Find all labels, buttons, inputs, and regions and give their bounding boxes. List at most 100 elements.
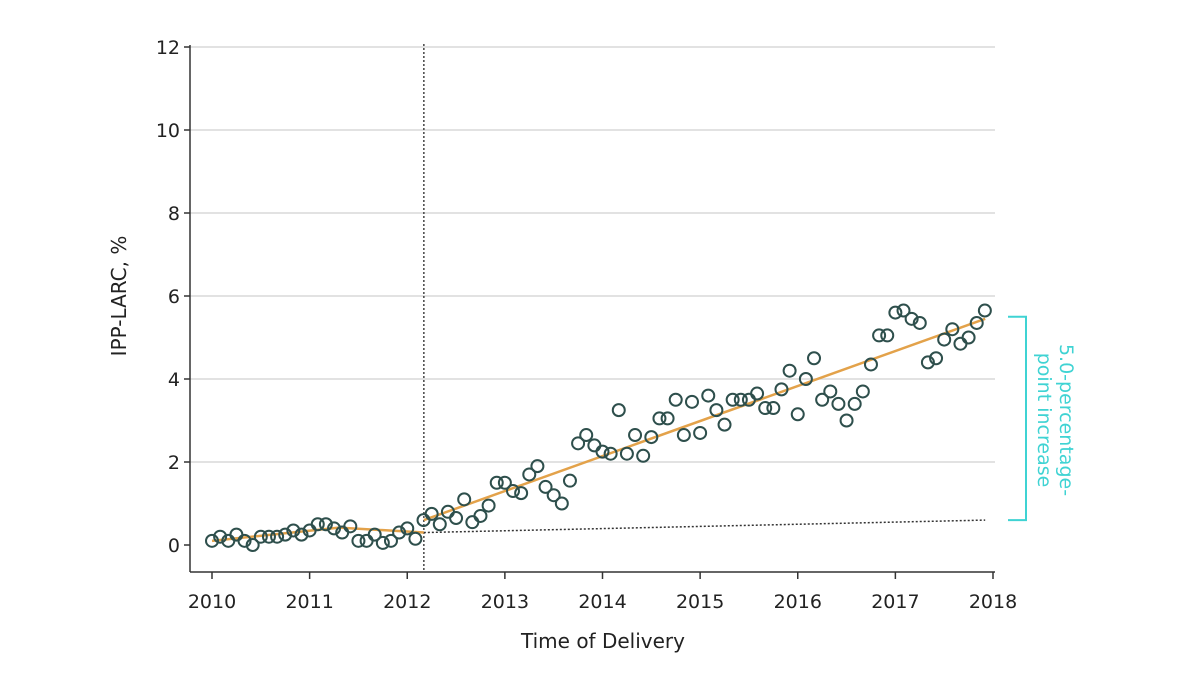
- data-point: [579, 428, 594, 443]
- data-point: [514, 486, 529, 501]
- data-point: [237, 533, 252, 548]
- x-tick-label: 2012: [383, 591, 431, 613]
- y-tick-label: 6: [168, 286, 180, 308]
- data-point: [676, 428, 691, 443]
- axes: 0 2 4 6 8 10 12 2010 2011 2012 2013 2014 2015 2016 201…: [156, 37, 1017, 613]
- data-point: [554, 496, 569, 511]
- data-point: [270, 529, 285, 544]
- y-tick-label: 4: [168, 369, 180, 391]
- data-point: [449, 511, 464, 526]
- data-point: [725, 392, 740, 407]
- data-point: [831, 396, 846, 411]
- x-tick-label: 2015: [676, 591, 724, 613]
- x-tick-label: 2018: [969, 591, 1017, 613]
- data-point: [351, 533, 366, 548]
- data-point: [896, 303, 911, 318]
- data-point: [969, 315, 984, 330]
- data-point: [392, 525, 407, 540]
- annotation-line1: 5.0-percentage-: [1055, 344, 1077, 496]
- data-point: [603, 446, 618, 461]
- data-point: [758, 401, 773, 416]
- data-point: [245, 538, 260, 552]
- data-point: [701, 388, 716, 403]
- annotation-bracket: [1008, 315, 1027, 522]
- data-point: [310, 517, 325, 532]
- data-point: [709, 403, 724, 418]
- x-tick-label: 2014: [578, 591, 626, 613]
- data-point: [790, 407, 805, 422]
- data-point: [912, 315, 927, 330]
- data-point: [847, 396, 862, 411]
- x-tick-label: 2013: [481, 591, 529, 613]
- annotation-line2: point increase: [1033, 353, 1055, 488]
- data-point: [880, 328, 895, 343]
- data-point: [595, 444, 610, 459]
- data-points: [205, 303, 992, 552]
- data-point: [937, 332, 952, 347]
- y-tick-label: 10: [156, 120, 180, 142]
- data-point: [278, 527, 293, 542]
- data-point: [432, 517, 447, 532]
- data-point: [571, 436, 586, 451]
- data-point: [660, 411, 675, 426]
- data-point: [798, 372, 813, 386]
- data-point: [619, 446, 634, 461]
- data-point: [855, 384, 870, 399]
- data-point: [530, 459, 545, 474]
- data-point: [546, 488, 561, 503]
- data-point: [839, 413, 854, 428]
- data-point: [383, 533, 398, 548]
- data-point: [904, 311, 919, 326]
- data-point: [538, 479, 553, 494]
- data-point: [977, 303, 992, 318]
- trend-lines: [211, 44, 986, 572]
- data-point: [424, 506, 439, 521]
- grid: [190, 46, 995, 463]
- counterfactual-line: [423, 519, 986, 534]
- data-point: [611, 403, 626, 418]
- x-tick-label: 2011: [285, 591, 333, 613]
- data-point: [782, 363, 797, 378]
- data-point: [628, 428, 643, 443]
- data-point: [562, 473, 577, 488]
- data-point: [807, 351, 822, 366]
- data-point: [953, 336, 968, 351]
- x-tick-label: 2010: [188, 591, 236, 613]
- annotation: 5.0-percentage- point increase: [1008, 315, 1077, 522]
- data-point: [473, 508, 488, 523]
- data-point: [961, 330, 976, 345]
- data-point: [367, 527, 382, 542]
- data-point: [408, 531, 423, 546]
- data-point: [327, 521, 342, 536]
- x-tick-label: 2017: [871, 591, 919, 613]
- y-axis-label: IPP-LARC, %: [107, 236, 131, 357]
- data-point: [766, 401, 781, 416]
- data-point: [945, 322, 960, 337]
- data-point: [465, 515, 480, 530]
- data-point: [294, 527, 309, 542]
- data-point: [481, 498, 496, 513]
- data-point: [261, 529, 276, 544]
- data-point: [457, 492, 472, 507]
- data-point: [375, 535, 390, 550]
- data-point: [774, 382, 789, 397]
- data-point: [253, 529, 268, 544]
- data-point: [506, 484, 521, 499]
- data-point: [888, 305, 903, 320]
- data-point: [587, 438, 602, 453]
- data-point: [652, 411, 667, 426]
- data-point: [318, 517, 333, 532]
- data-point: [522, 467, 537, 482]
- data-point: [213, 529, 228, 544]
- y-tick-label: 8: [168, 203, 180, 225]
- data-point: [644, 430, 659, 445]
- data-point: [929, 351, 944, 366]
- data-point: [286, 523, 301, 538]
- data-point: [400, 521, 415, 536]
- data-point: [863, 357, 878, 372]
- data-point: [750, 386, 765, 401]
- data-point: [872, 328, 887, 343]
- y-tick-label: 0: [168, 535, 180, 557]
- y-tick-label: 2: [168, 452, 180, 474]
